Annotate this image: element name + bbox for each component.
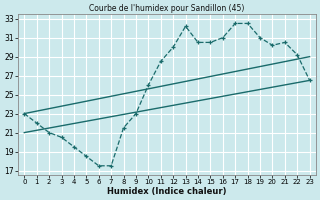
X-axis label: Humidex (Indice chaleur): Humidex (Indice chaleur) — [107, 187, 227, 196]
Title: Courbe de l'humidex pour Sandillon (45): Courbe de l'humidex pour Sandillon (45) — [89, 4, 245, 13]
